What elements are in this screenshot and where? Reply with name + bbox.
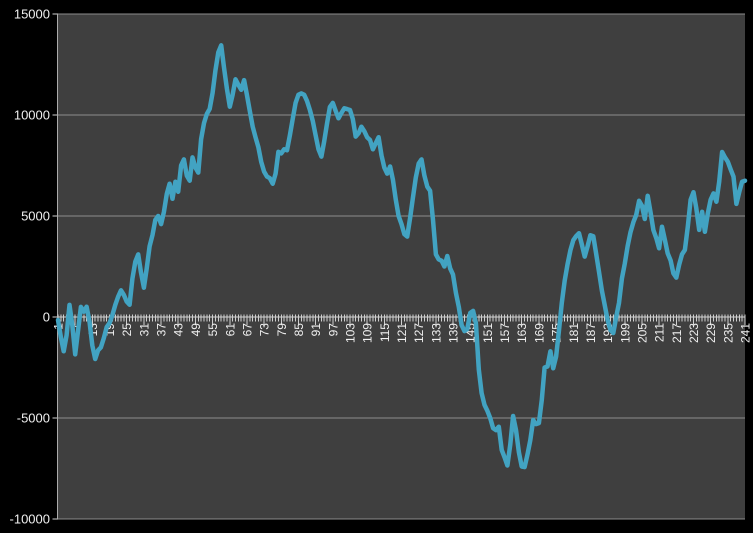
x-axis-label: 31 [137, 323, 151, 337]
x-axis-label: 127 [412, 323, 426, 343]
x-axis-label: 139 [447, 323, 461, 343]
x-axis-label: 241 [739, 323, 753, 343]
x-axis-label: 211 [653, 323, 667, 342]
x-axis-label: 229 [704, 323, 718, 343]
x-axis-label: 25 [120, 323, 134, 337]
y-axis-label: 15000 [14, 7, 50, 22]
x-axis-label: 205 [635, 323, 649, 343]
x-axis-label: 91 [309, 323, 323, 337]
y-axis-label: 10000 [14, 108, 50, 123]
y-axis-label: -5000 [17, 411, 50, 426]
x-axis-label: 49 [189, 323, 203, 337]
plot-area [58, 14, 745, 519]
y-axis-label: -10000 [10, 512, 50, 527]
x-axis-label: 109 [361, 323, 375, 343]
x-axis-label: 61 [223, 323, 237, 337]
data-series-line [55, 43, 748, 470]
x-axis-label: 67 [240, 323, 254, 337]
x-axis-label: 85 [292, 323, 306, 337]
x-axis-label: 97 [326, 323, 340, 337]
x-axis-label: 133 [429, 323, 443, 343]
x-axis-label: 79 [275, 323, 289, 337]
x-axis-label: 157 [498, 323, 512, 343]
x-axis-label: 187 [584, 323, 598, 343]
x-axis-label: 181 [567, 323, 581, 343]
x-axis-label: 199 [618, 323, 632, 343]
y-axis-label: 0 [43, 310, 50, 325]
x-axis-label: 43 [172, 323, 186, 337]
x-axis-label: 223 [687, 323, 701, 343]
x-axis-label: 169 [532, 323, 546, 343]
x-axis-label: 115 [378, 323, 392, 342]
x-axis-label: 73 [258, 323, 272, 337]
x-axis-label: 151 [481, 323, 495, 343]
x-axis-label: 7 [69, 323, 83, 330]
x-axis-label: 37 [155, 323, 169, 337]
x-axis-label: 121 [395, 323, 409, 343]
x-axis-label: 163 [515, 323, 529, 343]
x-axis-label: 55 [206, 323, 220, 337]
x-axis-label: 103 [343, 323, 357, 343]
x-axis-label: 217 [670, 323, 684, 343]
y-axis-label: 5000 [21, 209, 50, 224]
x-axis-label: 235 [721, 323, 735, 343]
